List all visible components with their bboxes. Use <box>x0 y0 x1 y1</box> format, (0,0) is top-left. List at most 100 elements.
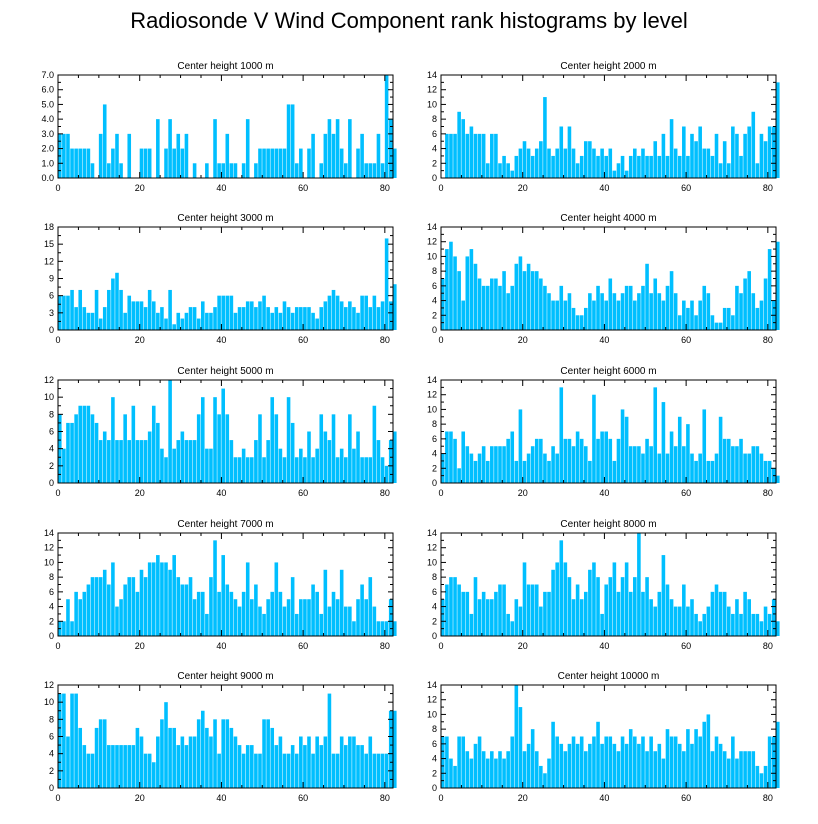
histogram-bar <box>731 613 735 636</box>
histogram-bar <box>510 621 515 636</box>
histogram-bar <box>453 577 457 636</box>
histogram-bar <box>518 409 523 483</box>
histogram-bar <box>776 475 780 483</box>
histogram-bar <box>217 753 221 788</box>
histogram-bar <box>477 599 482 636</box>
histogram-bar <box>360 133 364 178</box>
histogram-bar <box>184 133 189 178</box>
histogram-bar <box>600 431 604 483</box>
histogram-bar <box>514 685 519 788</box>
histogram-bar <box>469 613 474 636</box>
histogram-bar <box>641 736 645 788</box>
histogram-bar <box>319 613 324 636</box>
x-tick-label: 60 <box>681 183 691 193</box>
x-tick-label: 0 <box>55 641 60 651</box>
histogram-bar <box>612 170 617 178</box>
histogram-bar <box>641 285 645 330</box>
histogram-bar <box>278 312 283 330</box>
histogram-bar <box>633 300 637 330</box>
histogram-bar <box>673 293 678 330</box>
histogram-bar <box>555 736 559 788</box>
histogram-bar <box>469 249 474 330</box>
histogram-bar <box>274 745 279 788</box>
histogram-bar <box>510 736 515 788</box>
histogram-bar <box>282 148 287 178</box>
histogram-bar <box>339 448 344 483</box>
histogram-bar <box>649 155 653 178</box>
histogram-bar <box>356 599 360 636</box>
histogram-bar <box>299 599 303 636</box>
histogram-bar <box>66 295 70 330</box>
histogram-bar <box>682 300 686 330</box>
y-tick-label: 12 <box>44 680 54 690</box>
histogram-bar <box>608 438 613 483</box>
histogram-bar <box>600 148 604 178</box>
histogram-bar <box>547 148 551 178</box>
histogram-bar <box>78 599 83 636</box>
histogram-bar <box>331 133 336 178</box>
histogram-bar <box>526 148 531 178</box>
histogram-bar <box>78 405 83 483</box>
histogram-bar <box>710 751 715 788</box>
histogram-bar <box>74 414 78 483</box>
histogram-bar <box>323 569 328 636</box>
histogram-bar <box>579 315 584 330</box>
y-tick-label: 10 <box>427 99 437 109</box>
histogram-bar <box>677 416 682 483</box>
histogram-bar <box>147 753 152 788</box>
histogram-bar <box>588 293 592 330</box>
histogram-bar <box>254 440 258 483</box>
histogram-bar <box>225 295 230 330</box>
histogram-bar <box>78 148 83 178</box>
histogram-bar <box>78 727 83 788</box>
histogram-bar <box>567 743 572 788</box>
x-tick-label: 60 <box>298 335 308 345</box>
x-tick-label: 0 <box>438 335 443 345</box>
histogram-bar <box>481 446 486 483</box>
histogram-bar <box>755 163 760 178</box>
histogram-bar <box>258 606 262 636</box>
histogram-bar <box>567 126 572 178</box>
histogram-bar <box>514 263 519 330</box>
histogram-bar <box>718 322 723 330</box>
histogram-bar <box>510 170 515 178</box>
histogram-bar <box>673 148 678 178</box>
histogram-bar <box>233 312 238 330</box>
histogram-bar <box>262 613 266 636</box>
histogram-bar <box>747 599 751 636</box>
histogram-bar <box>445 431 449 483</box>
histogram-bar <box>665 155 670 178</box>
histogram-bar <box>266 599 270 636</box>
histogram-bar <box>657 155 662 178</box>
histogram-bar <box>759 453 764 483</box>
histogram-bar <box>747 453 751 483</box>
histogram-bar <box>592 300 596 330</box>
histogram-bar <box>164 318 168 330</box>
histogram-bar <box>82 591 87 636</box>
histogram-bar <box>543 591 547 636</box>
panel-title: Center height 5000 m <box>177 366 273 377</box>
histogram-bar <box>384 75 389 178</box>
histogram-bar <box>98 318 103 330</box>
y-tick-label: 14 <box>427 680 437 690</box>
histogram-bar <box>352 621 356 636</box>
histogram-bar <box>254 307 258 330</box>
histogram-bar <box>102 431 107 483</box>
histogram-bar <box>514 460 519 483</box>
y-tick-label: 12 <box>427 543 437 553</box>
histogram-bar <box>90 163 95 178</box>
histogram-bar <box>156 555 160 636</box>
histogram-bar <box>645 155 649 178</box>
histogram-bar <box>217 414 221 483</box>
histogram-bar <box>526 453 531 483</box>
histogram-bar <box>274 414 279 483</box>
histogram-bar <box>348 119 352 178</box>
histogram-bar <box>270 312 275 330</box>
histogram-bar <box>335 599 340 636</box>
histogram-bar <box>494 278 498 330</box>
histogram-bar <box>184 745 189 788</box>
histogram-bar <box>518 256 523 330</box>
histogram-bar <box>755 765 760 788</box>
histogram-bar <box>176 133 181 178</box>
y-tick-label: 0 <box>49 631 54 641</box>
